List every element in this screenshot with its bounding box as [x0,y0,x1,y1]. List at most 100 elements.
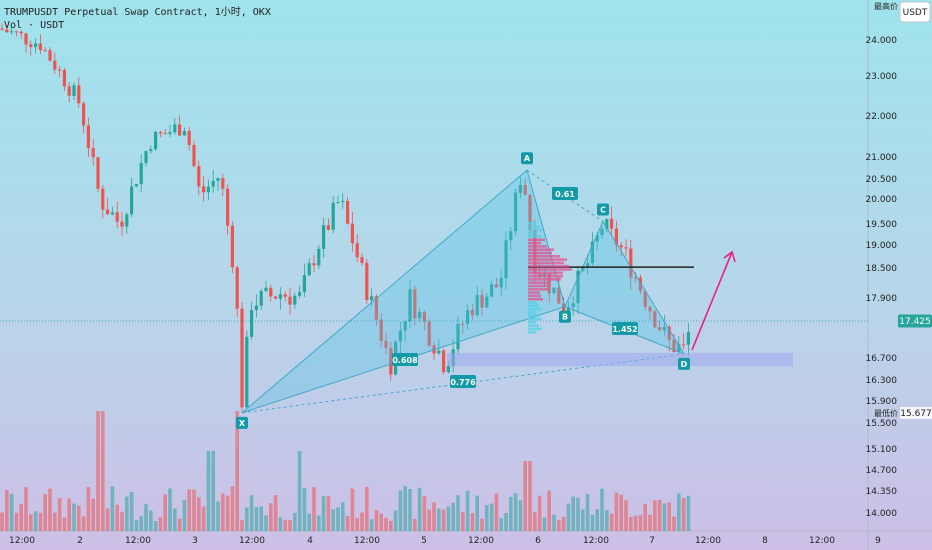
low-price-badge: 最低价 15.677 [874,407,932,419]
candle [485,296,489,308]
price-tick-label: 19.500 [866,220,898,230]
candle [302,275,306,293]
volume-bar [293,512,297,531]
volume-bar [19,503,23,531]
volume-bar [533,512,537,531]
low-price-value: 15.677 [900,409,932,419]
volume-bar [288,520,292,531]
time-tick-label: 12:00 [354,536,380,546]
volume-bar [413,518,417,531]
volume-bar [571,496,575,531]
profile-bar [528,245,547,248]
price-tick-label: 23.000 [866,72,898,82]
candle [624,247,628,249]
candle [422,312,426,322]
volume-bar [197,497,201,531]
volume-bar [221,493,225,531]
time-axis[interactable]: 12:00 2 12:00 3 12:00 4 12:00 5 12:00 6 12:00 7 12:0… [9,536,881,546]
volume-bar [341,502,345,531]
time-tick-label: 12:00 [9,536,35,546]
candle [226,188,230,226]
candle [408,289,412,322]
candle [504,240,508,278]
pattern-point-a: A [521,152,533,165]
volume-bar [33,511,38,531]
ratio-label: 1.452 [612,322,638,335]
candle [437,350,441,354]
volume-bar [312,487,316,531]
candle [418,312,422,319]
pattern-point-b: B [559,310,571,323]
volume-bar [43,494,47,531]
profile-bar [528,297,543,301]
candle [24,33,28,45]
volume-bar [101,411,105,531]
volume-bar [326,496,331,531]
profile-bar [528,284,549,288]
volume-bar [297,451,302,531]
candle [264,287,268,291]
price-tick-label: 15.500 [866,419,898,429]
price-axis[interactable]: 24.000 23.000 22.000 21.000 20.500 20.000 19.5… [866,36,898,519]
volume-bar [518,500,523,531]
candle [72,85,76,96]
candle [499,278,503,288]
projection-arrow[interactable] [691,250,736,351]
volume-bar [470,513,475,531]
target-zone-box[interactable] [447,352,793,367]
profile-bar [528,241,541,245]
volume-bar [360,512,364,531]
candle [245,336,249,408]
volume-bar [581,509,585,531]
price-tick-label: 15.900 [866,397,898,407]
volume-bar [437,508,441,531]
candle [662,326,666,331]
candle [317,248,321,266]
candle [278,294,282,299]
volume-bar [614,492,619,531]
low-price-label: 最低价 [874,408,898,418]
profile-bar [528,291,540,294]
candle [619,245,623,248]
profile-bar [528,324,539,327]
candle [269,287,273,297]
candle [331,202,335,230]
volume-bar [96,411,100,531]
time-tick-label: 8 [762,536,768,546]
volume-bar [427,509,431,531]
candle [403,321,407,331]
candle [0,28,4,30]
volume-bar [657,499,662,531]
candle [274,296,278,299]
price-tick-label: 14.000 [866,509,898,519]
volume-bar [211,451,215,531]
volume-bar [48,488,52,531]
time-tick-label: 12:00 [695,536,721,546]
candle [43,50,47,52]
time-tick-label: 9 [875,536,881,546]
price-tick-label: 24.000 [866,36,898,46]
volume-bar [62,517,67,531]
candle [293,295,297,305]
candle [365,262,369,300]
currency-button[interactable]: USDT [899,1,931,23]
price-tick-label: 14.350 [866,487,898,497]
volume-bar [686,495,691,531]
profile-bar [528,258,567,261]
volume-bar [403,486,407,531]
volume-bar [643,503,647,531]
price-tick-label: 16.300 [866,376,898,386]
candle [312,263,316,266]
volume-bar [624,500,628,531]
candle [67,86,71,96]
volume-bar [206,451,211,531]
chart-title: TRUMPUSDT Perpetual Swap Contract, 1小时, … [4,6,271,18]
profile-bar [528,261,564,265]
volume-bar [38,512,43,531]
candle [490,284,494,297]
volume-bar [269,503,273,531]
volume-bar [542,517,547,531]
candle [187,130,191,145]
profile-bar [528,317,542,321]
